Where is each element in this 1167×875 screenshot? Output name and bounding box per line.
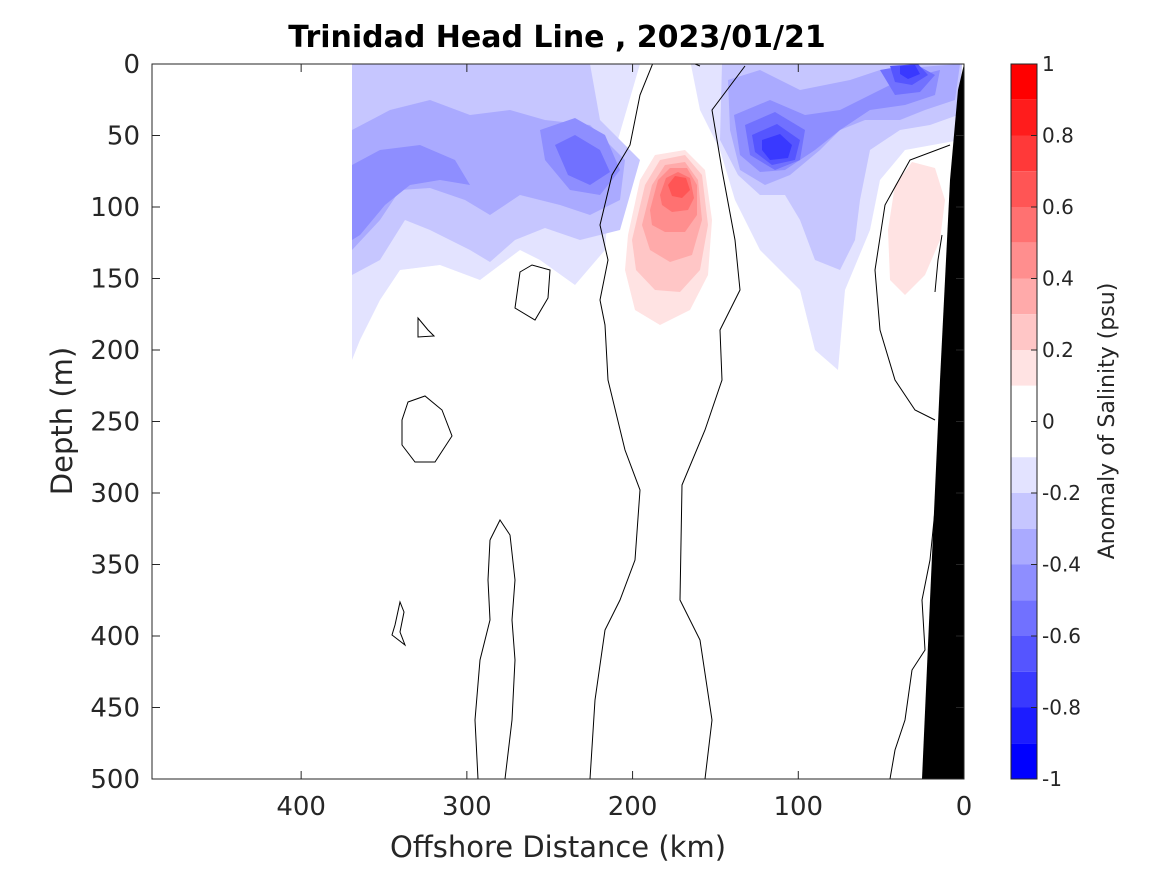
colorbar-tick-label-0: 1 [1042, 52, 1055, 76]
colorbar: 1 0.8 0.6 0.4 0.2 0 -0.2 -0.4 -0.6 -0.8 -1 [1010, 52, 1081, 791]
colorbar-swatch-13 [1011, 528, 1037, 565]
colorbar-swatch-17 [1011, 671, 1037, 708]
colorbar-tick-label-1: 0.8 [1042, 124, 1074, 148]
y-tick-label-4: 200 [90, 336, 140, 366]
contour-band-pos-0-1 [625, 150, 945, 325]
colorbar-swatch-12 [1011, 493, 1037, 529]
y-axis: 0 50 100 150 200 250 300 350 400 450 500 [90, 50, 964, 795]
y-tick-label-1: 50 [107, 122, 140, 152]
colorbar-swatch-16 [1011, 636, 1037, 672]
colorbar-swatch-0 [1011, 64, 1037, 100]
colorbar-swatch-15 [1011, 600, 1037, 636]
colorbar-label: Anomaly of Salinity (psu) [1095, 283, 1120, 560]
colorbar-tick-label-3: 0.4 [1042, 267, 1074, 291]
x-tick-label-1: 300 [442, 792, 492, 822]
colorbar-swatch-7 [1011, 314, 1037, 350]
colorbar-swatch-8 [1011, 350, 1037, 386]
x-tick-label-3: 100 [773, 792, 823, 822]
y-tick-label-5: 250 [90, 408, 140, 438]
y-axis-label: Depth (m) [45, 347, 79, 495]
zero-contour-island-3 [401, 395, 453, 463]
colorbar-swatch-9 [1011, 385, 1037, 422]
colorbar-swatch-6 [1011, 278, 1037, 315]
x-axis: 400 300 200 100 0 [276, 64, 972, 822]
zero-contour-main-plume [589, 64, 746, 779]
y-tick-label-7: 350 [90, 551, 140, 581]
y-tick-label-6: 300 [90, 479, 140, 509]
zero-contour-island-2 [417, 316, 436, 338]
contour-band-neg-0-4 [352, 70, 940, 240]
zero-contour-nearshore-small [934, 234, 943, 293]
colorbar-tick-label-8: -0.6 [1042, 624, 1081, 648]
colorbar-tick-label-10: -1 [1042, 767, 1062, 791]
y-tick-label-2: 100 [90, 193, 140, 223]
colorbar-swatch-18 [1011, 707, 1037, 744]
zero-contour-lower-left [474, 519, 516, 779]
contour-fill-layer [352, 64, 964, 779]
y-tick-label-9: 450 [90, 694, 140, 724]
y-tick-label-3: 150 [90, 265, 140, 295]
zero-contour-nearshore-lower [889, 509, 936, 779]
x-tick-label-2: 200 [608, 792, 658, 822]
colorbar-swatch-10 [1011, 421, 1037, 458]
zero-contour-nearshore [874, 144, 951, 421]
zero-contour-small-lens [391, 600, 407, 647]
colorbar-tick-label-9: -0.8 [1042, 696, 1081, 720]
seafloor-bathymetry [922, 64, 964, 779]
colorbar-swatch-11 [1011, 457, 1037, 493]
contour-band-pos-0-6 [668, 176, 690, 198]
colorbar-tick-label-4: 0.2 [1042, 338, 1074, 362]
colorbar-tick-label-7: -0.4 [1042, 553, 1081, 577]
colorbar-tick-label-5: 0 [1042, 410, 1055, 434]
zero-contour-island-1 [514, 264, 551, 321]
colorbar-swatch-3 [1011, 171, 1037, 207]
colorbar-swatch-5 [1011, 242, 1037, 279]
contour-band-neg-0-7 [762, 65, 920, 160]
y-tick-label-8: 400 [90, 622, 140, 652]
colorbar-tick-label-2: 0.6 [1042, 195, 1074, 219]
colorbar-swatch-2 [1011, 135, 1037, 172]
y-tick-label-10: 500 [90, 765, 140, 795]
x-tick-label-0: 400 [276, 792, 326, 822]
x-tick-label-4: 0 [956, 792, 973, 822]
zero-contour-lines [391, 64, 951, 779]
colorbar-swatch-19 [1011, 743, 1037, 779]
contour-band-neg-0-3 [352, 64, 960, 250]
contour-band-neg-0-6 [752, 64, 928, 165]
chart-title: Trinidad Head Line , 2023/01/21 [288, 20, 825, 55]
colorbar-tick-label-6: -0.2 [1042, 481, 1081, 505]
x-axis-label: Offshore Distance (km) [390, 830, 726, 864]
colorbar-swatch-14 [1011, 564, 1037, 601]
y-tick-label-0: 0 [123, 50, 140, 80]
colorbar-swatch-4 [1011, 207, 1037, 243]
colorbar-swatch-1 [1011, 99, 1037, 136]
